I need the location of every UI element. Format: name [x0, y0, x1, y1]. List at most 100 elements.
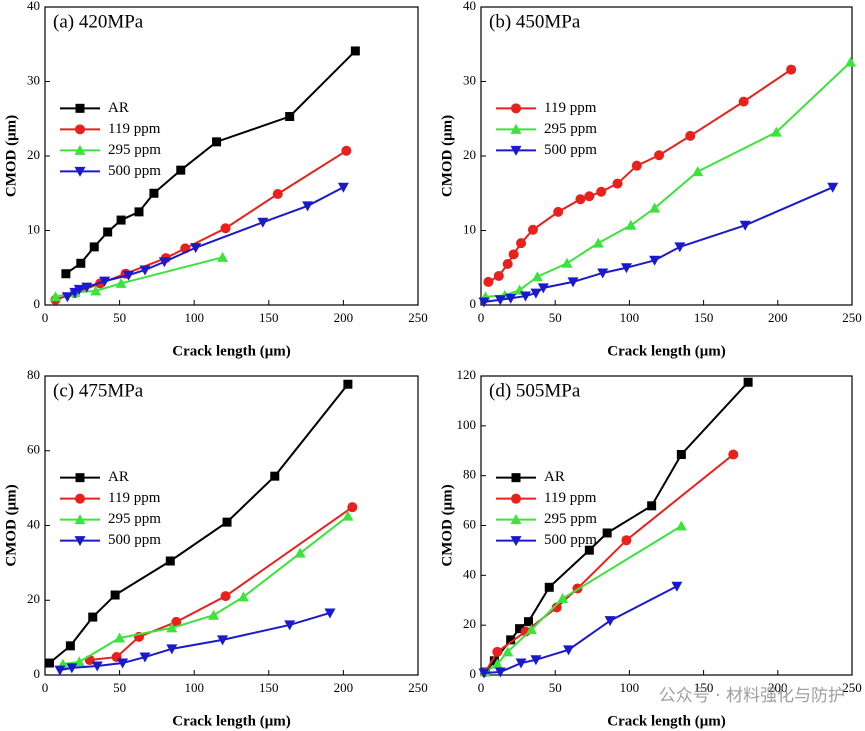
marker [220, 591, 231, 602]
marker [631, 160, 642, 171]
marker [770, 126, 782, 137]
marker [584, 545, 594, 555]
series-line [483, 585, 678, 675]
marker [158, 257, 170, 268]
y-axis-label: CMOD (μm) [439, 115, 455, 197]
marker [237, 591, 249, 602]
x-tick-label: 50 [549, 680, 562, 695]
legend-marker [74, 536, 86, 547]
marker [523, 617, 533, 627]
marker [294, 547, 306, 558]
marker [99, 276, 111, 287]
marker [527, 224, 538, 235]
legend-marker [75, 124, 85, 135]
legend-label: 295 ppm [108, 142, 161, 158]
y-tick-label: 40 [463, 0, 476, 13]
marker [76, 258, 86, 268]
marker [61, 269, 71, 279]
marker [584, 191, 595, 202]
x-tick-label: 100 [184, 310, 204, 325]
legend-label: 119 ppm [108, 490, 161, 506]
y-tick-label: 40 [27, 0, 40, 13]
y-tick-label: 20 [463, 147, 476, 162]
marker [505, 293, 517, 304]
marker [515, 624, 525, 634]
marker [166, 622, 178, 633]
marker [674, 242, 686, 253]
marker [478, 668, 490, 679]
legend-label: 295 ppm [544, 511, 597, 527]
marker [171, 616, 182, 627]
x-tick-label: 150 [259, 680, 279, 695]
x-axis-label: Crack length (μm) [607, 343, 725, 359]
y-axis-label: CMOD (μm) [3, 115, 19, 197]
marker [537, 283, 549, 294]
marker [270, 471, 280, 481]
marker [506, 635, 516, 645]
x-tick-label: 150 [259, 310, 279, 325]
series-line [66, 186, 344, 298]
legend-label: AR [108, 100, 129, 116]
marker [743, 377, 753, 387]
marker [671, 581, 683, 592]
y-tick-label: 60 [463, 516, 476, 531]
x-tick-label: 100 [184, 680, 204, 695]
marker [117, 658, 129, 669]
marker [54, 665, 66, 676]
x-tick-label: 100 [620, 680, 640, 695]
legend-label: AR [544, 469, 565, 485]
marker [786, 64, 797, 75]
marker [66, 663, 78, 674]
legend-marker [74, 166, 86, 177]
marker [525, 624, 537, 635]
marker [73, 284, 85, 295]
marker [88, 612, 98, 622]
marker [827, 182, 839, 193]
marker [675, 520, 687, 531]
marker [350, 46, 360, 56]
x-tick-label: 250 [842, 310, 862, 325]
marker [530, 288, 542, 299]
marker [845, 56, 857, 67]
marker [493, 270, 504, 281]
legend-marker [510, 145, 522, 156]
x-axis-label: Crack length (μm) [172, 713, 290, 729]
marker [738, 96, 749, 107]
y-tick-label: 20 [27, 147, 40, 162]
plot-frame [44, 6, 419, 306]
legend-marker [510, 123, 522, 134]
x-axis-label: Crack length (μm) [607, 713, 725, 729]
marker [134, 207, 144, 217]
x-tick-label: 200 [768, 680, 788, 695]
marker [597, 268, 609, 279]
y-tick-label: 80 [463, 467, 476, 482]
marker [222, 517, 232, 527]
marker [81, 282, 93, 293]
x-tick-label: 150 [694, 680, 714, 695]
series-line [48, 383, 349, 664]
marker [208, 609, 220, 620]
marker [347, 502, 358, 513]
marker [110, 590, 120, 600]
legend-label: 295 ppm [544, 121, 597, 137]
marker [489, 656, 499, 666]
marker [217, 635, 229, 646]
marker [544, 582, 554, 592]
legend-marker [75, 493, 85, 504]
y-axis-label: CMOD (μm) [3, 484, 19, 566]
marker [491, 658, 503, 669]
marker [612, 178, 623, 189]
marker [649, 202, 661, 213]
y-axis-label: CMOD (μm) [439, 484, 455, 566]
marker [115, 277, 127, 288]
marker [575, 194, 586, 205]
marker [676, 449, 686, 459]
legend-label: 500 ppm [544, 532, 597, 548]
marker [91, 661, 103, 672]
marker [621, 535, 632, 546]
y-tick-label: 60 [27, 442, 40, 457]
y-tick-label: 30 [27, 72, 40, 87]
y-tick-label: 10 [463, 221, 476, 236]
y-tick-label: 10 [27, 221, 40, 236]
